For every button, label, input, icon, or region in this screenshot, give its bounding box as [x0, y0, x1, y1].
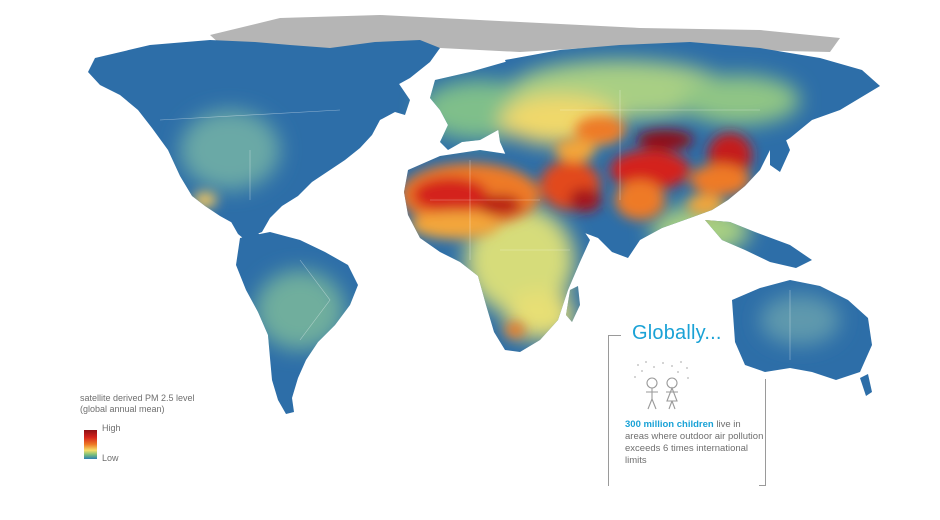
children-icon [634, 361, 689, 410]
globally-callout: Globally... 300 million children live in… [608, 322, 766, 486]
legend-title-line2: (global annual mean) [80, 404, 165, 414]
legend-high-label: High [102, 423, 121, 433]
legend-color-scale [84, 430, 97, 459]
legend-title-line1: satellite derived PM 2.5 level [80, 393, 195, 403]
callout-heading: Globally... [630, 322, 724, 345]
pm25-legend: satellite derived PM 2.5 level (global a… [80, 393, 195, 463]
callout-bracket-left [608, 335, 621, 486]
callout-body-text: live in areas where outdoor air pollutio… [625, 419, 764, 466]
callout-bracket-right [759, 379, 766, 486]
callout-body: 300 million children live in areas where… [625, 419, 765, 467]
callout-highlight: 300 million children [625, 419, 714, 430]
legend-low-label: Low [102, 453, 119, 463]
borders [159, 90, 791, 360]
